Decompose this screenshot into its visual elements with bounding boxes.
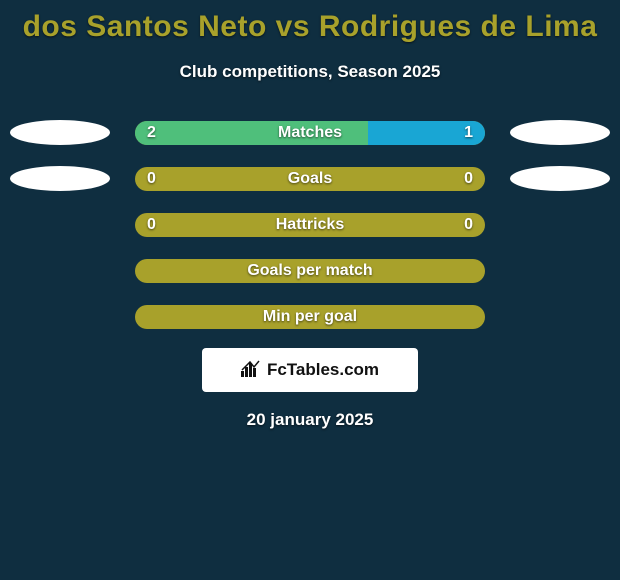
stat-row: Min per goal bbox=[0, 294, 620, 340]
stat-label: Matches bbox=[135, 124, 485, 142]
left-marker-ellipse bbox=[10, 166, 110, 191]
stat-bar: Goals per match bbox=[135, 259, 485, 283]
stat-label: Min per goal bbox=[135, 308, 485, 326]
stat-label: Goals per match bbox=[135, 262, 485, 280]
brand-chart-icon bbox=[241, 359, 261, 382]
stat-label: Hattricks bbox=[135, 216, 485, 234]
stat-row: 00Hattricks bbox=[0, 202, 620, 248]
stat-bar: Min per goal bbox=[135, 305, 485, 329]
page-title: dos Santos Neto vs Rodrigues de Lima bbox=[0, 0, 620, 44]
comparison-infographic: dos Santos Neto vs Rodrigues de Lima Clu… bbox=[0, 0, 620, 580]
left-marker-ellipse bbox=[10, 120, 110, 145]
right-marker-ellipse bbox=[510, 166, 610, 191]
brand-text: FcTables.com bbox=[267, 360, 379, 380]
date-text: 20 january 2025 bbox=[0, 410, 620, 430]
stat-bar: 00Goals bbox=[135, 167, 485, 191]
stat-label: Goals bbox=[135, 170, 485, 188]
brand-box: FcTables.com bbox=[202, 348, 418, 392]
stat-bar: 21Matches bbox=[135, 121, 485, 145]
stat-row: 21Matches bbox=[0, 110, 620, 156]
stat-rows: 21Matches 00Goals 00Hattricks Goals per mat… bbox=[0, 110, 620, 340]
right-marker-ellipse bbox=[510, 120, 610, 145]
stat-row: Goals per match bbox=[0, 248, 620, 294]
page-subtitle: Club competitions, Season 2025 bbox=[0, 62, 620, 82]
stat-row: 00Goals bbox=[0, 156, 620, 202]
stat-bar: 00Hattricks bbox=[135, 213, 485, 237]
